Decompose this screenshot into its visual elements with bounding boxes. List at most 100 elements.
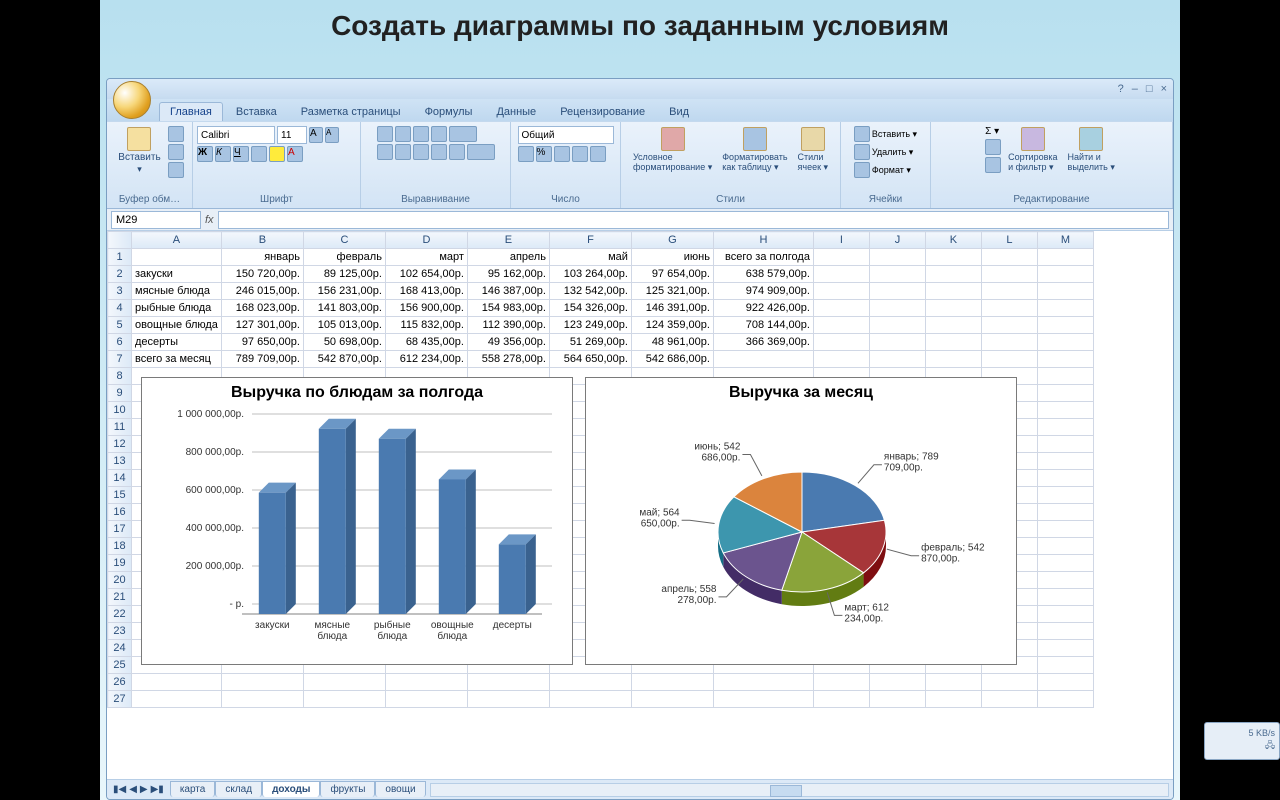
- col-header[interactable]: L: [981, 232, 1037, 249]
- cell[interactable]: [813, 351, 869, 368]
- autosum-icon[interactable]: Σ ▾: [985, 126, 1001, 137]
- row-header[interactable]: 24: [108, 640, 132, 657]
- ribbon-tab-4[interactable]: Данные: [485, 102, 547, 121]
- cell[interactable]: [1037, 266, 1093, 283]
- horizontal-scrollbar[interactable]: [430, 783, 1169, 797]
- cell[interactable]: июнь: [631, 249, 713, 266]
- cell[interactable]: [925, 317, 981, 334]
- cell[interactable]: 103 264,00р.: [549, 266, 631, 283]
- col-header[interactable]: A: [132, 232, 222, 249]
- nav-first-icon[interactable]: ▮◀: [113, 784, 126, 795]
- cell[interactable]: 97 654,00р.: [631, 266, 713, 283]
- row-header[interactable]: 2: [108, 266, 132, 283]
- cell[interactable]: 542 686,00р.: [631, 351, 713, 368]
- cell[interactable]: 123 249,00р.: [549, 317, 631, 334]
- col-header[interactable]: J: [869, 232, 925, 249]
- cell[interactable]: [813, 334, 869, 351]
- cell[interactable]: [631, 674, 713, 691]
- row-header[interactable]: 7: [108, 351, 132, 368]
- format-cells-button[interactable]: Формат ▾: [854, 162, 911, 178]
- cond-format-button[interactable]: Условное форматирование ▾: [630, 126, 715, 174]
- chart-pie[interactable]: Выручка за месяц январь; 789709,00р.февр…: [585, 377, 1017, 665]
- cell[interactable]: [1037, 334, 1093, 351]
- format-painter-icon[interactable]: [168, 162, 184, 178]
- cell[interactable]: [631, 691, 713, 708]
- row-header[interactable]: 16: [108, 504, 132, 521]
- col-header[interactable]: F: [549, 232, 631, 249]
- indent-dec-icon[interactable]: [431, 144, 447, 160]
- bold-button[interactable]: Ж: [197, 146, 213, 162]
- row-header[interactable]: 25: [108, 657, 132, 674]
- cell[interactable]: 974 909,00р.: [713, 283, 813, 300]
- cell[interactable]: [981, 300, 1037, 317]
- row-header[interactable]: 13: [108, 453, 132, 470]
- cell[interactable]: десерты: [132, 334, 222, 351]
- sheet-tab-фрукты[interactable]: фрукты: [320, 781, 375, 797]
- row-header[interactable]: 1: [108, 249, 132, 266]
- cell[interactable]: [869, 300, 925, 317]
- cell[interactable]: 146 387,00р.: [467, 283, 549, 300]
- row-header[interactable]: 23: [108, 623, 132, 640]
- cell[interactable]: 132 542,00р.: [549, 283, 631, 300]
- cell[interactable]: 366 369,00р.: [713, 334, 813, 351]
- cell[interactable]: [925, 266, 981, 283]
- close-icon[interactable]: ×: [1161, 83, 1167, 95]
- row-header[interactable]: 20: [108, 572, 132, 589]
- format-table-button[interactable]: Форматировать как таблицу ▾: [719, 126, 790, 174]
- cell[interactable]: 95 162,00р.: [467, 266, 549, 283]
- cell[interactable]: [132, 691, 222, 708]
- cell[interactable]: 156 900,00р.: [385, 300, 467, 317]
- cell[interactable]: [1037, 487, 1093, 504]
- align-bot-icon[interactable]: [413, 126, 429, 142]
- align-center-icon[interactable]: [395, 144, 411, 160]
- cell[interactable]: [981, 674, 1037, 691]
- clear-icon[interactable]: [985, 157, 1001, 173]
- cell[interactable]: 48 961,00р.: [631, 334, 713, 351]
- ribbon-tab-3[interactable]: Формулы: [414, 102, 484, 121]
- find-select-button[interactable]: Найти и выделить ▾: [1065, 126, 1118, 174]
- row-header[interactable]: 26: [108, 674, 132, 691]
- cell[interactable]: 168 023,00р.: [221, 300, 303, 317]
- grow-font-icon[interactable]: A: [309, 127, 323, 143]
- cell[interactable]: 89 125,00р.: [303, 266, 385, 283]
- cut-icon[interactable]: [168, 126, 184, 142]
- cell[interactable]: 127 301,00р.: [221, 317, 303, 334]
- cell[interactable]: 612 234,00р.: [385, 351, 467, 368]
- cell[interactable]: [925, 334, 981, 351]
- cell[interactable]: [981, 266, 1037, 283]
- cell[interactable]: 156 231,00р.: [303, 283, 385, 300]
- col-header[interactable]: K: [925, 232, 981, 249]
- currency-icon[interactable]: [518, 146, 534, 162]
- col-header[interactable]: G: [631, 232, 713, 249]
- cell[interactable]: [925, 674, 981, 691]
- cell[interactable]: [1037, 691, 1093, 708]
- cell[interactable]: [813, 317, 869, 334]
- insert-cells-button[interactable]: Вставить ▾: [854, 126, 917, 142]
- sort-filter-button[interactable]: Сортировка и фильтр ▾: [1005, 126, 1060, 174]
- merge-icon[interactable]: [467, 144, 495, 160]
- cell[interactable]: апрель: [467, 249, 549, 266]
- cell[interactable]: январь: [221, 249, 303, 266]
- cell[interactable]: 168 413,00р.: [385, 283, 467, 300]
- shrink-font-icon[interactable]: A: [325, 127, 339, 143]
- italic-button[interactable]: К: [215, 146, 231, 162]
- cell[interactable]: [925, 249, 981, 266]
- cell[interactable]: [813, 283, 869, 300]
- cell[interactable]: 112 390,00р.: [467, 317, 549, 334]
- nav-prev-icon[interactable]: ◀: [129, 784, 137, 795]
- cell[interactable]: [549, 691, 631, 708]
- cell[interactable]: [1037, 436, 1093, 453]
- cell[interactable]: [1037, 283, 1093, 300]
- cell[interactable]: 150 720,00р.: [221, 266, 303, 283]
- cell[interactable]: март: [385, 249, 467, 266]
- comma-icon[interactable]: [554, 146, 570, 162]
- cell[interactable]: [467, 691, 549, 708]
- ribbon-tab-6[interactable]: Вид: [658, 102, 700, 121]
- cell[interactable]: [813, 266, 869, 283]
- row-header[interactable]: 3: [108, 283, 132, 300]
- cell[interactable]: [925, 351, 981, 368]
- cell[interactable]: [981, 283, 1037, 300]
- cell[interactable]: [221, 674, 303, 691]
- cell[interactable]: 115 832,00р.: [385, 317, 467, 334]
- sheet-tab-доходы[interactable]: доходы: [262, 781, 320, 797]
